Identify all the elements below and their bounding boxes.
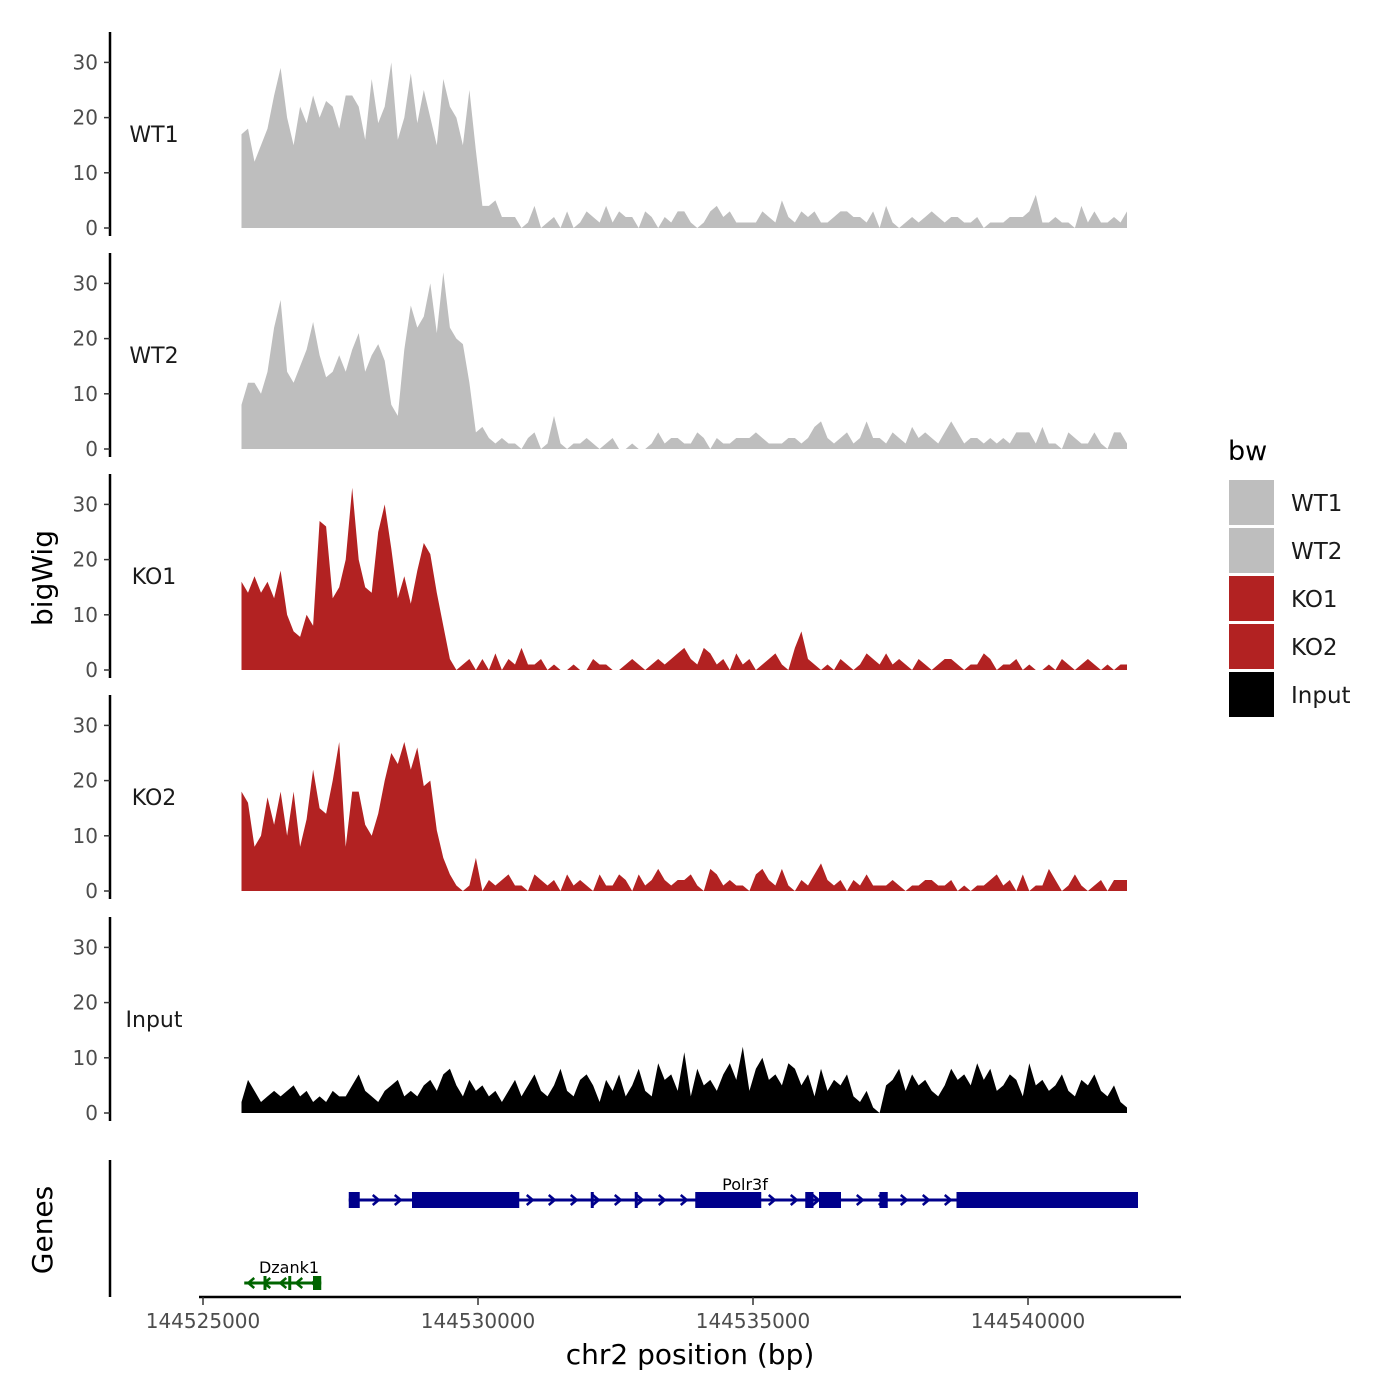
legend-swatch — [1229, 576, 1274, 621]
y-tick-label: 0 — [85, 216, 98, 240]
track-wt1: 0 10 20 30 WT1 — [73, 32, 1127, 240]
x-tick-label: 144530000 — [421, 1309, 536, 1333]
strand-chevron — [635, 1194, 645, 1206]
strand-chevron — [899, 1194, 909, 1206]
y-tick-label: 0 — [85, 658, 98, 682]
gene-exon — [634, 1192, 638, 1208]
gene-exon — [313, 1276, 322, 1290]
coverage-tracks: 0 10 20 30 WT1 0 10 20 30 WT2 0 10 20 30 KO1 0 10 20 30 KO2… — [73, 32, 1127, 1125]
y-tick-label: 20 — [73, 106, 98, 130]
strand-chevron — [591, 1194, 601, 1206]
legend-item-input: Input — [1229, 672, 1351, 717]
y-tick-label: 10 — [73, 161, 98, 185]
y-tick-label: 30 — [73, 492, 98, 516]
legend-label: KO2 — [1291, 635, 1338, 661]
track-label: WT1 — [129, 123, 178, 148]
legend-title: bw — [1228, 436, 1267, 467]
legend-swatch — [1229, 672, 1274, 717]
legend-swatch — [1229, 480, 1274, 525]
strand-chevron — [525, 1194, 535, 1206]
legend-item-wt2: WT2 — [1229, 528, 1342, 573]
y-tick-label: 20 — [73, 548, 98, 572]
y-axis-title: bigWig — [26, 530, 59, 626]
y-tick-label: 30 — [73, 713, 98, 737]
track-ko2: 0 10 20 30 KO2 — [73, 695, 1127, 903]
legend-label: WT1 — [1291, 491, 1342, 517]
strand-chevron — [246, 1277, 256, 1289]
track-label: Input — [126, 1008, 183, 1033]
gene-exon — [348, 1192, 360, 1208]
x-tick-label: 144535000 — [696, 1309, 811, 1333]
track-wt2: 0 10 20 30 WT2 — [73, 253, 1127, 461]
track-label: WT2 — [129, 344, 178, 369]
x-tick-label: 144525000 — [146, 1309, 261, 1333]
legend-item-wt1: WT1 — [1229, 480, 1342, 525]
x-axis-title: chr2 position (bp) — [566, 1338, 815, 1371]
strand-chevron — [294, 1277, 304, 1289]
strand-chevron — [569, 1194, 579, 1206]
genes-axis-title: Genes — [26, 1186, 59, 1274]
gene-exon — [879, 1192, 888, 1208]
y-tick-label: 20 — [73, 327, 98, 351]
y-tick-label: 0 — [85, 879, 98, 903]
track-label: KO2 — [132, 786, 177, 811]
coverage-area-wt1 — [241, 62, 1127, 229]
strand-chevron — [921, 1194, 931, 1206]
coverage-area-ko1 — [241, 487, 1127, 670]
strand-chevron — [547, 1194, 557, 1206]
gene-exon — [805, 1192, 814, 1208]
gene-exon — [263, 1276, 267, 1290]
y-tick-label: 30 — [73, 935, 98, 959]
coverage-area-wt2 — [241, 272, 1127, 449]
y-tick-label: 10 — [73, 603, 98, 627]
track-label: KO1 — [132, 565, 177, 590]
gene-exon — [819, 1192, 841, 1208]
x-axis: 144525000 144530000 144535000 144540000 — [146, 1295, 1181, 1333]
legend: WT1 WT2 KO1 KO2 Input — [1229, 480, 1351, 717]
gene-exon — [288, 1276, 292, 1290]
strand-chevron — [767, 1194, 777, 1206]
gene-exon — [412, 1192, 520, 1208]
y-tick-label: 20 — [73, 769, 98, 793]
gene-dzank1: Dzank1 — [244, 1258, 322, 1290]
legend-item-ko2: KO2 — [1229, 624, 1338, 669]
coverage-area-input — [241, 1046, 1127, 1113]
strand-chevron — [679, 1194, 689, 1206]
strand-chevron — [855, 1194, 865, 1206]
track-ko1: 0 10 20 30 KO1 — [73, 474, 1127, 682]
y-tick-label: 10 — [73, 824, 98, 848]
gene-exon — [590, 1192, 594, 1208]
y-tick-label: 30 — [73, 271, 98, 295]
strand-chevron — [657, 1194, 667, 1206]
legend-item-ko1: KO1 — [1229, 576, 1338, 621]
gene-label: Dzank1 — [259, 1258, 319, 1277]
x-tick-label: 144540000 — [971, 1309, 1086, 1333]
legend-label: Input — [1291, 683, 1351, 709]
strand-chevron — [393, 1194, 403, 1206]
y-tick-label: 10 — [73, 1046, 98, 1070]
gene-panel: Polr3f Dzank1 — [108, 1160, 1138, 1297]
legend-swatch — [1229, 624, 1274, 669]
legend-label: KO1 — [1291, 587, 1338, 613]
legend-label: WT2 — [1291, 539, 1342, 565]
gene-exon — [695, 1192, 762, 1208]
strand-chevron — [613, 1194, 623, 1206]
y-tick-label: 0 — [85, 1101, 98, 1125]
y-tick-label: 0 — [85, 437, 98, 461]
y-tick-label: 30 — [73, 50, 98, 74]
coverage-area-ko2 — [241, 742, 1127, 891]
gene-exon — [956, 1192, 1138, 1208]
y-tick-label: 20 — [73, 991, 98, 1015]
strand-chevron — [811, 1194, 821, 1206]
legend-swatch — [1229, 528, 1274, 573]
track-input: 0 10 20 30 Input — [73, 917, 1127, 1125]
strand-chevron — [789, 1194, 799, 1206]
strand-chevron — [371, 1194, 381, 1206]
strand-chevron — [278, 1277, 288, 1289]
y-tick-label: 10 — [73, 382, 98, 406]
strand-chevron — [943, 1194, 953, 1206]
gene-label: Polr3f — [722, 1175, 768, 1194]
gene-polr3f: Polr3f — [348, 1175, 1138, 1208]
